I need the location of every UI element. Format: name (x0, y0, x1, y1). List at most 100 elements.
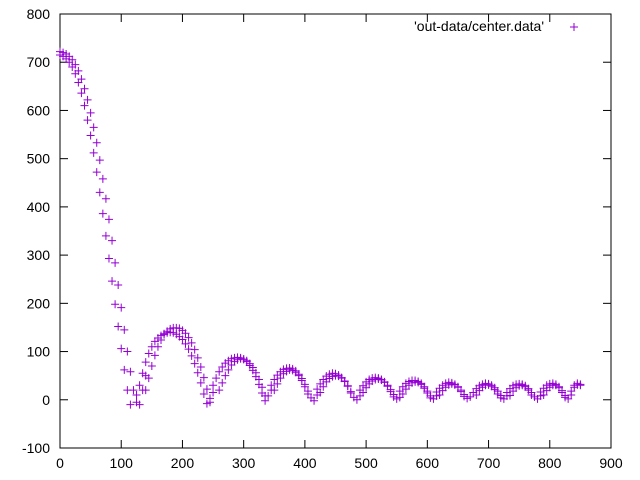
data-point (104, 254, 113, 263)
data-point (267, 381, 276, 390)
data-point (398, 389, 407, 398)
data-point (496, 393, 505, 402)
data-point (576, 381, 585, 390)
x-tick-label: 100 (110, 455, 134, 471)
data-point (80, 101, 89, 110)
y-tick-label: -100 (22, 440, 50, 456)
data-point (178, 335, 187, 344)
data-point (218, 378, 227, 387)
data-point (199, 373, 208, 382)
data-point (153, 342, 162, 351)
y-tick-label: 600 (27, 102, 51, 118)
data-point (457, 387, 466, 396)
data-point (74, 66, 83, 75)
data-point (86, 131, 95, 140)
data-point (135, 381, 144, 390)
data-point (561, 393, 570, 402)
data-point (95, 188, 104, 197)
data-point (193, 368, 202, 377)
y-tick-label: 500 (27, 151, 51, 167)
data-point (505, 391, 514, 400)
data-point (144, 349, 153, 358)
x-tick-label: 800 (538, 455, 562, 471)
data-point (205, 394, 214, 403)
y-tick-label: 200 (27, 295, 51, 311)
x-tick-label: 500 (354, 455, 378, 471)
data-point (248, 363, 257, 372)
data-point (132, 390, 141, 399)
data-point (129, 386, 138, 395)
data-point (86, 108, 95, 117)
data-point (71, 60, 80, 69)
data-point (108, 277, 117, 286)
data-point (294, 371, 303, 380)
data-point (346, 389, 355, 398)
legend-label: 'out-data/center.data' (414, 18, 544, 34)
data-point (98, 174, 107, 183)
data-point (196, 378, 205, 387)
data-point (181, 339, 190, 348)
data-point (303, 389, 312, 398)
data-points (56, 47, 585, 409)
data-point (524, 386, 533, 395)
data-point (254, 375, 263, 384)
x-tick-label: 600 (416, 455, 440, 471)
data-point (187, 338, 196, 347)
data-point (111, 258, 120, 267)
data-point (343, 382, 352, 391)
data-point (435, 390, 444, 399)
data-point (68, 55, 77, 64)
data-point (202, 385, 211, 394)
data-point (83, 95, 92, 104)
y-axis-ticks: -100 0 100 200 300 400 500 600 700 800 (22, 6, 611, 456)
data-point (157, 335, 166, 344)
data-point (426, 393, 435, 402)
data-point (150, 351, 159, 360)
data-point (276, 374, 285, 383)
legend-marker (570, 23, 578, 31)
data-point (117, 344, 126, 353)
data-point (111, 300, 120, 309)
x-tick-label: 200 (171, 455, 195, 471)
y-tick-label: 800 (27, 6, 51, 22)
data-point (224, 365, 233, 374)
data-point (539, 390, 548, 399)
y-tick-label: 700 (27, 54, 51, 70)
x-tick-label: 900 (599, 455, 623, 471)
data-point (181, 329, 190, 338)
data-point (141, 386, 150, 395)
data-point (273, 379, 282, 388)
x-tick-label: 400 (293, 455, 317, 471)
data-point (92, 168, 101, 177)
data-point (120, 365, 129, 374)
data-point (77, 75, 86, 84)
data-point (527, 390, 536, 399)
data-point (453, 383, 462, 392)
x-tick-label: 300 (232, 455, 256, 471)
data-point (190, 345, 199, 354)
plot-frame (59, 13, 612, 449)
data-point (490, 385, 499, 394)
data-point (80, 84, 89, 93)
data-point (209, 381, 218, 390)
data-point (221, 371, 230, 380)
legend-marker-symbol (570, 23, 578, 31)
data-point (340, 377, 349, 386)
y-tick-label: 400 (27, 199, 51, 215)
x-tick-label: 0 (56, 455, 64, 471)
legend: 'out-data/center.data' (414, 18, 578, 34)
data-point (212, 374, 221, 383)
data-point (251, 368, 260, 377)
data-point (554, 383, 563, 392)
data-point (472, 390, 481, 399)
data-point (193, 353, 202, 362)
data-point (389, 392, 398, 401)
data-point (319, 382, 328, 391)
data-point (460, 392, 469, 401)
data-point (126, 367, 135, 376)
data-point (359, 388, 368, 397)
data-point (316, 388, 325, 397)
data-point (89, 123, 98, 132)
y-tick-label: 300 (27, 247, 51, 263)
